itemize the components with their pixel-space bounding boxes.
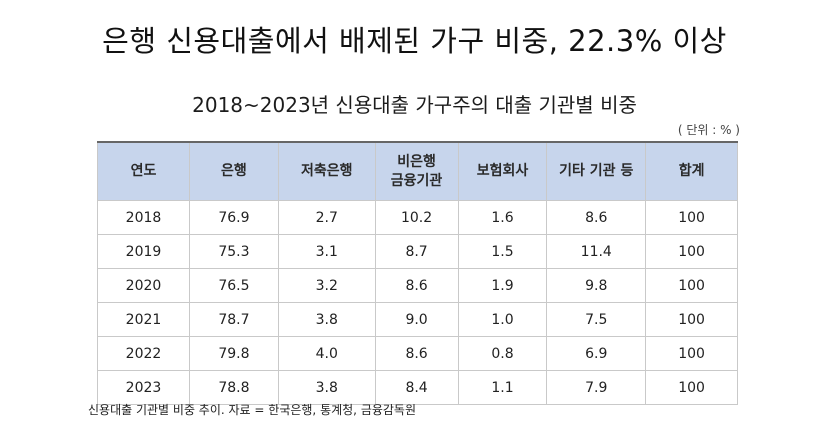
header-nonbank-line2: 금융기관 xyxy=(390,172,443,189)
cell-total: 100 xyxy=(645,200,738,235)
cell-savings-bank: 3.2 xyxy=(277,268,376,303)
cell-nonbank: 8.7 xyxy=(374,234,459,269)
cell-nonbank: 9.0 xyxy=(374,302,459,337)
cell-insurance: 1.5 xyxy=(457,234,548,269)
cell-other: 11.4 xyxy=(546,234,647,269)
table-row: 2022 79.8 4.0 8.6 0.8 6.9 100 xyxy=(97,336,738,371)
cell-savings-bank: 3.8 xyxy=(277,370,376,405)
unit-label: ( 단위 : % ) xyxy=(677,123,740,137)
cell-year: 2022 xyxy=(97,336,190,371)
header-bank-label: 은행 xyxy=(221,163,247,179)
cell-other: 8.6 xyxy=(546,200,647,235)
header-total: 합계 xyxy=(645,141,738,201)
cell-other: 7.5 xyxy=(546,302,647,337)
cell-bank: 76.9 xyxy=(188,200,279,235)
header-nonbank-line1: 비은행 xyxy=(397,153,436,170)
cell-savings-bank: 2.7 xyxy=(277,200,376,235)
cell-bank: 79.8 xyxy=(188,336,279,371)
cell-savings-bank: 4.0 xyxy=(277,336,376,371)
cell-nonbank: 10.2 xyxy=(374,200,459,235)
header-year-label: 연도 xyxy=(130,163,157,179)
table-row: 2020 76.5 3.2 8.6 1.9 9.8 100 xyxy=(97,268,738,303)
cell-savings-bank: 3.8 xyxy=(277,302,376,337)
cell-total: 100 xyxy=(645,268,738,303)
cell-bank: 75.3 xyxy=(188,234,279,269)
header-other-label: 기타 기관 등 xyxy=(559,163,634,179)
cell-insurance: 1.9 xyxy=(457,268,548,303)
cell-insurance: 1.1 xyxy=(457,370,548,405)
loan-share-table: 연도 은행 저축은행 비은행 금융기관 보험회사 기타 기관 등 합계 xyxy=(97,141,738,405)
cell-other: 6.9 xyxy=(546,336,647,371)
header-insurance: 보험회사 xyxy=(457,141,548,201)
cell-total: 100 xyxy=(645,336,738,371)
table-row: 2018 76.9 2.7 10.2 1.6 8.6 100 xyxy=(97,200,738,235)
cell-total: 100 xyxy=(645,370,738,405)
cell-other: 9.8 xyxy=(546,268,647,303)
header-savings-bank-label: 저축은행 xyxy=(300,163,353,179)
header-insurance-label: 보험회사 xyxy=(476,163,529,179)
cell-bank: 78.7 xyxy=(188,302,279,337)
cell-nonbank: 8.4 xyxy=(374,370,459,405)
cell-year: 2019 xyxy=(97,234,190,269)
cell-insurance: 1.0 xyxy=(457,302,548,337)
header-other-institutions: 기타 기관 등 xyxy=(546,141,647,201)
table-row: 2021 78.7 3.8 9.0 1.0 7.5 100 xyxy=(97,302,738,337)
cell-year: 2020 xyxy=(97,268,190,303)
cell-insurance: 1.6 xyxy=(457,200,548,235)
cell-total: 100 xyxy=(645,234,738,269)
header-savings-bank: 저축은행 xyxy=(277,141,376,201)
cell-insurance: 0.8 xyxy=(457,336,548,371)
source-caption: 신용대출 기관별 비중 추이. 자료 = 한국은행, 통계청, 금융감독원 xyxy=(88,403,417,417)
table-row: 2019 75.3 3.1 8.7 1.5 11.4 100 xyxy=(97,234,738,269)
table-row: 2023 78.8 3.8 8.4 1.1 7.9 100 xyxy=(97,370,738,405)
header-year: 연도 xyxy=(97,141,190,201)
header-total-label: 합계 xyxy=(678,163,705,179)
cell-savings-bank: 3.1 xyxy=(277,234,376,269)
table-title: 2018~2023년 신용대출 가구주의 대출 기관별 비중 xyxy=(192,93,637,117)
cell-year: 2018 xyxy=(97,200,190,235)
table-header-row: 연도 은행 저축은행 비은행 금융기관 보험회사 기타 기관 등 합계 xyxy=(97,141,738,201)
cell-nonbank: 8.6 xyxy=(374,268,459,303)
cell-bank: 76.5 xyxy=(188,268,279,303)
header-bank: 은행 xyxy=(188,141,279,201)
cell-year: 2023 xyxy=(97,370,190,405)
headline: 은행 신용대출에서 배제된 가구 비중, 22.3% 이상 xyxy=(102,24,727,58)
cell-year: 2021 xyxy=(97,302,190,337)
cell-bank: 78.8 xyxy=(188,370,279,405)
header-nonbank-institution: 비은행 금융기관 xyxy=(374,141,459,201)
cell-other: 7.9 xyxy=(546,370,647,405)
cell-total: 100 xyxy=(645,302,738,337)
cell-nonbank: 8.6 xyxy=(374,336,459,371)
